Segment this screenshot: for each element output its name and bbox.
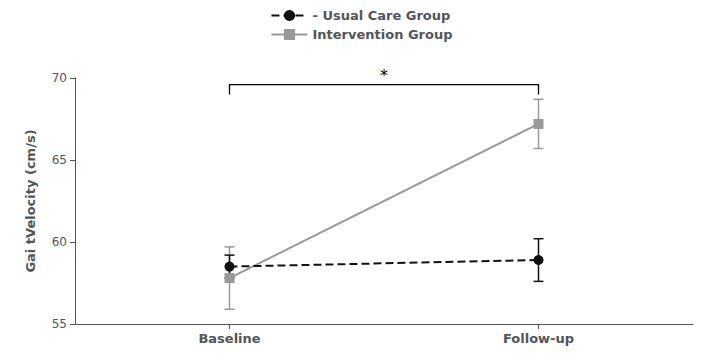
svg-text:55: 55 [52,317,67,331]
svg-text:Gai tVelocity (cm/s): Gai tVelocity (cm/s) [23,129,38,272]
svg-text:*: * [380,66,388,85]
svg-text:Follow-up: Follow-up [503,331,574,346]
svg-text:60: 60 [52,235,67,249]
svg-text:Baseline: Baseline [198,331,260,346]
svg-text:65: 65 [52,153,67,167]
svg-text:- Usual Care Group: - Usual Care Group [312,8,450,23]
svg-text:Intervention Group: Intervention Group [312,27,452,42]
svg-text:70: 70 [52,71,67,85]
